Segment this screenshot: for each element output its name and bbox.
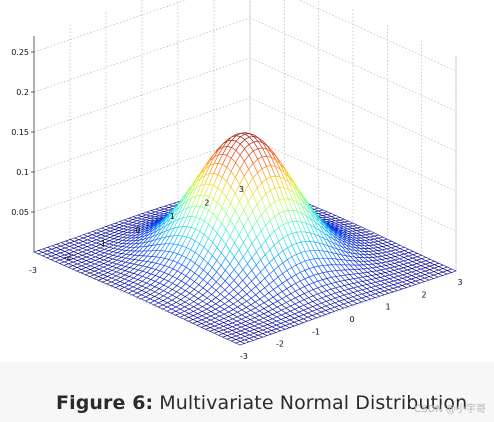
x-tick-label: 1 (385, 303, 390, 312)
x-axis-ticks: -3 -2 -1 0 1 2 3 (240, 278, 463, 360)
y-tick: 3 (239, 185, 244, 194)
caption-text: Multivariate Normal Distribution (159, 392, 468, 414)
floor-grid-line (33, 251, 241, 346)
y-tick-label: -1 (98, 239, 106, 248)
z-tick: 0.1 (16, 168, 34, 177)
x-tick: 0 (349, 315, 354, 324)
y-axis-ticks: -3 -2 -1 0 1 2 3 (29, 185, 244, 275)
z-tick: 0.15 (11, 128, 34, 137)
y-tick: -2 (64, 253, 72, 262)
surface-mesh (33, 132, 457, 346)
surface-cell (234, 341, 246, 346)
y-tick: 2 (204, 199, 209, 208)
x-tick: -2 (276, 340, 284, 349)
y-tick: 1 (170, 212, 175, 221)
x-tick: -1 (312, 327, 320, 336)
x-tick-label: 3 (457, 278, 462, 287)
surface-plot: 0.05 0.1 0.15 0.2 0.25 -3 -2 -1 0 1 2 3 -3 -2 -1 0 1 2 3 (11, 0, 463, 360)
y-tick-label: 1 (170, 212, 175, 221)
watermark: CSDN @小宇哥 (414, 404, 486, 415)
y-tick-label: 2 (204, 199, 209, 208)
z-tick-label: 0.05 (11, 208, 29, 217)
y-tick-label: -2 (64, 253, 72, 262)
z-tick: 0.2 (16, 88, 34, 97)
x-tick-label: -2 (276, 340, 284, 349)
y-tick: 0 (135, 226, 140, 235)
x-tick: 1 (385, 303, 390, 312)
x-tick-label: -1 (312, 327, 320, 336)
z-tick: 0.25 (11, 48, 34, 57)
x-tick: 2 (421, 290, 426, 299)
z-tick-label: 0.15 (11, 128, 29, 137)
x-tick: 3 (457, 278, 462, 287)
x-tick-label: -3 (240, 352, 248, 360)
z-tick: 0.05 (11, 208, 34, 217)
z-tick-label: 0.2 (16, 88, 29, 97)
caption-label: Figure 6: (56, 392, 154, 414)
z-tick-label: 0.1 (16, 168, 29, 177)
figure-caption: Figure 6: Multivariate Normal Distributio… (56, 392, 467, 414)
x-tick-label: 0 (349, 315, 354, 324)
z-axis-ticks: 0.05 0.1 0.15 0.2 0.25 (11, 48, 34, 217)
y-tick-label: 0 (135, 226, 140, 235)
caption-band (0, 362, 494, 422)
y-tick: -1 (98, 239, 106, 248)
y-tick: -3 (29, 266, 37, 275)
y-tick-label: -3 (29, 266, 37, 275)
y-tick-label: 3 (239, 185, 244, 194)
z-tick-label: 0.25 (11, 48, 29, 57)
x-tick-label: 2 (421, 290, 426, 299)
z-grid-line (33, 17, 457, 112)
z-grid-line (33, 0, 457, 72)
x-tick: -3 (240, 352, 248, 360)
